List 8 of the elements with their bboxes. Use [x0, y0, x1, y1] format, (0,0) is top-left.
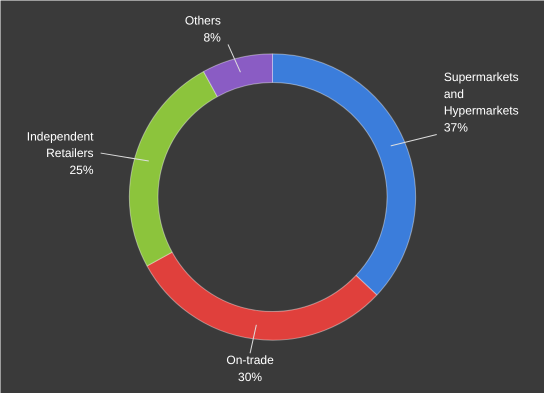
data-label: 30%: [238, 370, 262, 384]
slice-label: On-trade: [226, 353, 274, 368]
data-label: 8%: [203, 30, 222, 44]
data-label: 25%: [69, 162, 94, 177]
data-label: 37%: [444, 120, 468, 134]
slice-label: Independent Retailers: [26, 129, 94, 160]
slice-label: Supermarkets and Hypermarkets: [444, 70, 519, 118]
slice-label: Others: [184, 14, 221, 28]
